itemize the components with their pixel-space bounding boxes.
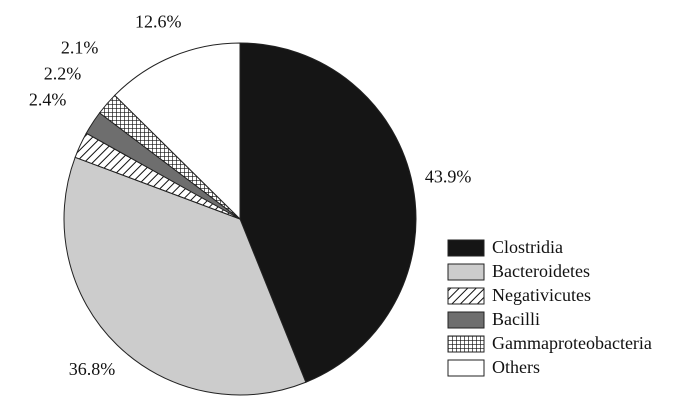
data-label: 2.4% [29, 90, 67, 110]
legend-label: Negativicutes [492, 285, 591, 305]
legend-swatch [447, 359, 485, 377]
pie-slice [239, 42, 417, 383]
legend-label: Bacteroidetes [492, 261, 590, 281]
legend-label: Gammaproteobacteria [492, 333, 652, 353]
legend-swatch [447, 287, 485, 305]
data-label: 12.6% [135, 12, 182, 32]
legend-swatch [447, 263, 485, 281]
legend-swatch [447, 311, 485, 329]
data-label: 2.2% [44, 64, 82, 84]
legend-swatch [447, 239, 485, 257]
data-label: 2.1% [61, 38, 99, 58]
data-label: 43.9% [425, 167, 472, 187]
data-label: 36.8% [69, 359, 116, 379]
legend-label: Bacilli [492, 309, 540, 329]
pie-slice [63, 156, 307, 396]
legend-label: Clostridia [492, 237, 563, 257]
legend-label: Others [492, 357, 540, 377]
legend-swatch [447, 335, 485, 353]
pie-slice [114, 42, 241, 221]
